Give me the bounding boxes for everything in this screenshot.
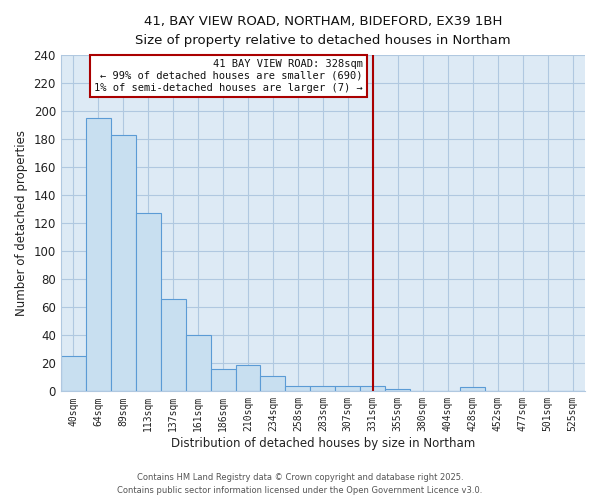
X-axis label: Distribution of detached houses by size in Northam: Distribution of detached houses by size … (171, 437, 475, 450)
Bar (361, 386, 385, 392)
Text: 41 BAY VIEW ROAD: 328sqm
← 99% of detached houses are smaller (690)
1% of semi-d: 41 BAY VIEW ROAD: 328sqm ← 99% of detach… (94, 60, 363, 92)
Bar (86, 118, 111, 392)
Y-axis label: Number of detached properties: Number of detached properties (15, 130, 28, 316)
Bar (335, 386, 361, 392)
Bar (260, 376, 286, 392)
Bar (236, 364, 260, 392)
Text: Contains HM Land Registry data © Crown copyright and database right 2025.
Contai: Contains HM Land Registry data © Crown c… (118, 474, 482, 495)
Bar (161, 299, 185, 392)
Bar (61, 356, 86, 392)
Bar (310, 386, 335, 392)
Bar (211, 369, 236, 392)
Bar (136, 214, 161, 392)
Bar (111, 135, 136, 392)
Title: 41, BAY VIEW ROAD, NORTHAM, BIDEFORD, EX39 1BH
Size of property relative to deta: 41, BAY VIEW ROAD, NORTHAM, BIDEFORD, EX… (135, 15, 511, 47)
Bar (460, 387, 485, 392)
Bar (286, 386, 310, 392)
Bar (385, 388, 410, 392)
Bar (185, 336, 211, 392)
